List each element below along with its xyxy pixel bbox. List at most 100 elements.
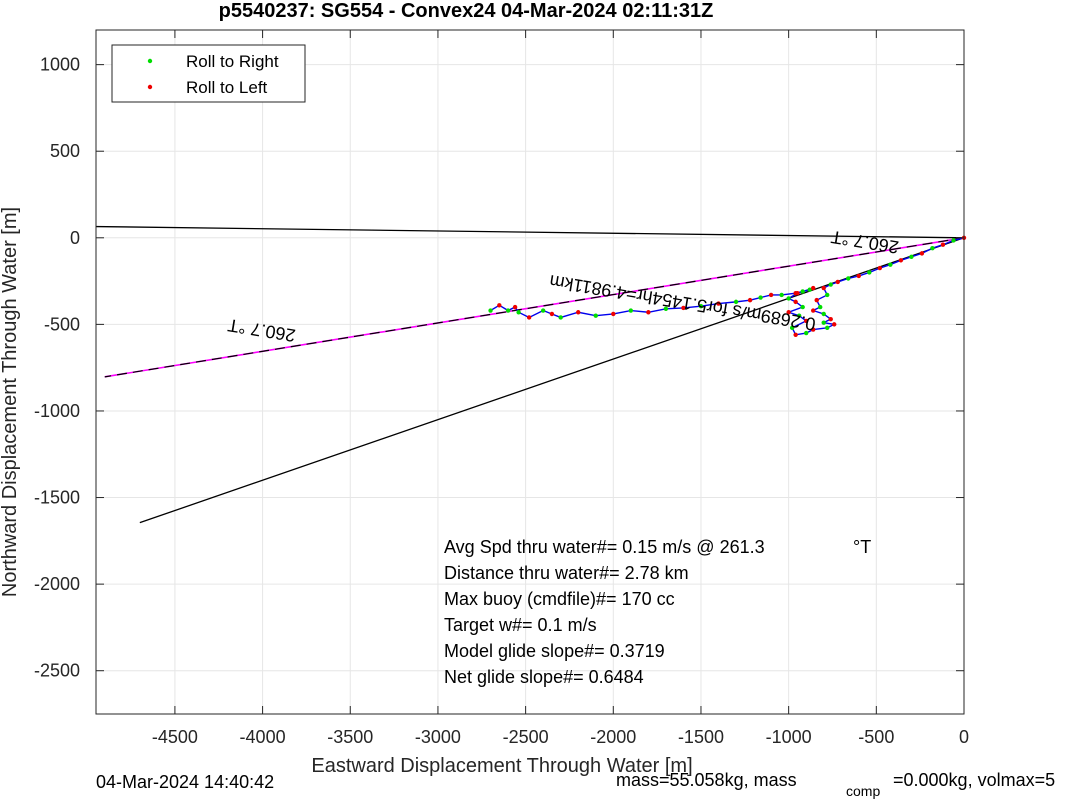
x-tick-label: 0 xyxy=(959,727,969,747)
roll-right-point xyxy=(663,306,669,311)
roll-left-point xyxy=(526,315,532,320)
roll-right-point xyxy=(821,320,826,325)
roll-right-point xyxy=(628,308,634,313)
y-axis-label: Northward Displacement Through Water [m] xyxy=(0,207,21,597)
roll-right-point xyxy=(803,330,809,336)
reference-line-0 xyxy=(95,225,965,239)
stats-annotation: Avg Spd thru water#= 0.15 m/s @ 261.3 °T… xyxy=(444,537,871,687)
roll-left-point xyxy=(512,304,518,310)
y-tick-label: 0 xyxy=(70,228,80,248)
y-tick-label: 1000 xyxy=(40,55,80,75)
roll-left-point xyxy=(810,285,816,291)
roll-right-point xyxy=(951,238,956,243)
roll-right-point xyxy=(800,304,805,310)
roll-right-point xyxy=(828,282,833,287)
roll-right-point xyxy=(825,325,830,331)
avg-speed-unit-annotation: °T xyxy=(853,537,871,557)
roll-right-point xyxy=(888,262,893,267)
distance-annotation: Distance thru water#= 2.78 km xyxy=(444,563,689,583)
roll-right-point xyxy=(779,292,784,298)
avg-speed-annotation: Avg Spd thru water#= 0.15 m/s @ 261.3 xyxy=(444,537,765,557)
chart-title: p5540237: SG554 - Convex24 04-Mar-2024 0… xyxy=(219,0,714,22)
roll-right-point xyxy=(758,295,763,300)
roll-left-point xyxy=(810,308,816,313)
track-series xyxy=(488,235,967,337)
roll-right-point xyxy=(789,325,795,331)
y-tick-label: -500 xyxy=(44,314,80,334)
x-tick-label: -500 xyxy=(858,727,894,747)
roll-right-point xyxy=(800,289,805,294)
x-tick-label: -3000 xyxy=(415,727,461,747)
roll-left-point xyxy=(919,251,925,256)
max-buoy-annotation: Max buoy (cmdfile)#= 170 cc xyxy=(444,589,675,609)
net-glide-annotation: Net glide slope#= 0.6484 xyxy=(444,667,644,687)
x-tick-label: -1000 xyxy=(766,727,812,747)
x-axis-ticks: -4500 -4000 -3500 -3000 -2500 -2000 -1500 -1000… xyxy=(152,30,969,747)
roll-left-point xyxy=(832,322,837,327)
roll-left-point xyxy=(793,291,798,296)
reference-lines xyxy=(95,225,965,524)
model-glide-annotation: Model glide slope#= 0.3719 xyxy=(444,641,665,661)
roll-left-point xyxy=(611,311,616,317)
roll-left-point xyxy=(856,273,861,279)
roll-left-point xyxy=(828,316,833,322)
footer-volmax: =0.000kg, volmax=5 xyxy=(893,770,1055,790)
legend-entry-roll-right: Roll to Right xyxy=(186,52,279,71)
roll-right-point xyxy=(930,245,935,251)
footer-timestamp: 04-Mar-2024 14:40:42 xyxy=(96,772,274,792)
legend-marker-roll-right xyxy=(147,58,153,64)
legend: Roll to Right Roll to Left xyxy=(111,44,306,103)
reference-line-3 xyxy=(104,237,965,378)
roll-left-point xyxy=(786,310,791,315)
roll-right-point xyxy=(698,303,704,309)
roll-left-point xyxy=(803,318,809,324)
roll-left-point xyxy=(821,285,826,291)
roll-right-point xyxy=(807,287,812,292)
x-tick-label: -4000 xyxy=(240,727,286,747)
y-axis-ticks: 1000 500 0 -500 -1000 -1500 -2000 -2500 xyxy=(34,55,964,681)
footer-comp-subscript: comp xyxy=(846,783,880,799)
roll-right-point xyxy=(825,292,830,298)
roll-left-point xyxy=(646,310,651,315)
roll-right-point xyxy=(593,313,598,318)
roll-left-point xyxy=(716,301,721,306)
x-axis-label: Eastward Displacement Through Water [m] xyxy=(311,755,692,777)
roll-right-point xyxy=(505,308,511,313)
roll-right-point xyxy=(821,311,826,317)
roll-right-point xyxy=(796,313,802,318)
y-tick-label: -1000 xyxy=(34,401,80,421)
legend-entry-roll-left: Roll to Left xyxy=(186,78,268,97)
x-tick-label: -2500 xyxy=(503,727,549,747)
roll-left-point xyxy=(768,292,774,298)
roll-left-point xyxy=(497,303,502,308)
x-tick-label: -4500 xyxy=(152,727,198,747)
roll-left-point xyxy=(549,311,555,317)
roll-left-point xyxy=(793,299,798,305)
roll-left-point xyxy=(747,297,753,303)
roll-right-point xyxy=(846,276,851,281)
roll-left-point xyxy=(814,297,819,303)
roll-right-point xyxy=(786,296,791,301)
roll-left-point xyxy=(793,332,798,337)
x-tick-label: -1500 xyxy=(678,727,724,747)
roll-right-point xyxy=(516,310,521,315)
plot-area xyxy=(96,30,964,714)
target-w-annotation: Target w#= 0.1 m/s xyxy=(444,615,597,635)
plot-frame xyxy=(95,29,965,715)
x-tick-label: -2000 xyxy=(590,727,636,747)
roll-right-point xyxy=(488,308,493,313)
roll-right-point xyxy=(540,308,546,313)
roll-left-point xyxy=(681,305,686,311)
roll-left-point xyxy=(835,279,840,285)
roll-right-point xyxy=(818,304,823,310)
y-tick-label: -2500 xyxy=(34,661,80,681)
roll-left-point xyxy=(898,258,904,263)
roll-left-point xyxy=(940,242,946,247)
y-tick-label: -2000 xyxy=(34,574,80,594)
x-tick-label: -3500 xyxy=(327,727,373,747)
roll-right-point xyxy=(867,270,872,275)
footer-mass: mass=55.058kg, mass xyxy=(616,770,797,790)
y-tick-label: -1500 xyxy=(34,488,80,508)
roll-right-point xyxy=(558,315,563,320)
